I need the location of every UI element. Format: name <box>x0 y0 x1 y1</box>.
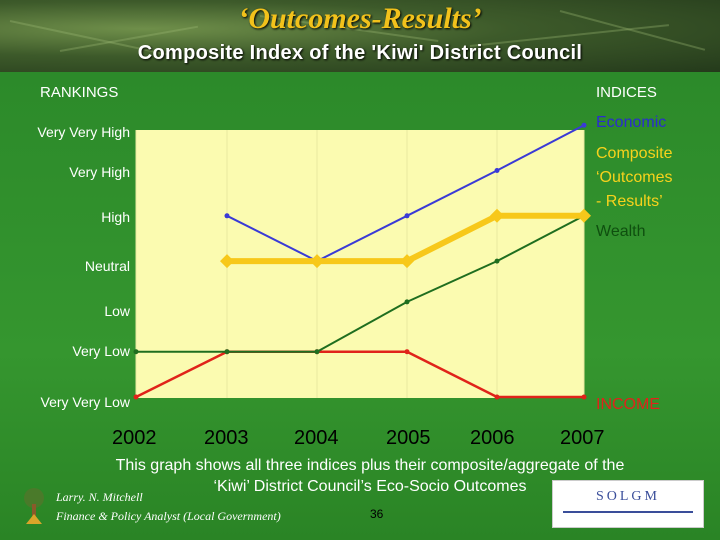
point-wealth-2005 <box>404 299 410 305</box>
slide-subtitle: Composite Index of the 'Kiwi' District C… <box>137 42 583 64</box>
rank-label-neutral: Neutral <box>84 258 130 274</box>
point-economic-2005 <box>404 213 410 219</box>
page-number: 36 <box>370 507 384 521</box>
legend-composite-line1: Composite <box>596 145 673 162</box>
author-title: Finance & Policy Analyst (Local Governme… <box>56 509 281 523</box>
solgm-logo: SOLGM <box>552 480 704 528</box>
legend-economic: Economic <box>596 114 667 131</box>
point-composite-2004 <box>310 254 324 269</box>
point-income-2007 <box>581 394 587 400</box>
point-composite-2003 <box>220 254 234 269</box>
series-line-wealth <box>136 214 585 353</box>
point-composite-2005 <box>400 254 414 269</box>
rank-label-very-high: Very High <box>69 164 130 180</box>
point-composite-2007 <box>577 208 591 223</box>
rank-label-high: High <box>101 209 130 225</box>
legend-composite-line2: ‘Outcomes <box>596 169 673 186</box>
caption-line2: ‘Kiwi’ District Council’s Eco-Socio Outc… <box>213 478 527 495</box>
legend-income: INCOME <box>596 396 660 413</box>
logo-rule <box>563 511 693 513</box>
rank-label-very-very-low: Very Very Low <box>40 394 131 410</box>
point-composite-2006 <box>490 208 504 223</box>
x-tick-2007: 2007 <box>560 427 605 449</box>
rank-label-very-low: Very Low <box>72 343 130 359</box>
indices-header: INDICES <box>596 84 657 101</box>
point-economic-2007 <box>581 122 587 128</box>
caption-line1: This graph shows all three indices plus … <box>115 457 625 474</box>
point-wealth-2003 <box>224 349 230 355</box>
x-tick-2005: 2005 <box>386 427 431 449</box>
author-name: Larry. N. Mitchell <box>56 490 143 504</box>
x-tick-2002: 2002 <box>112 427 157 449</box>
point-income-2006 <box>494 394 500 400</box>
tree-logo-icon <box>24 488 44 524</box>
point-income-2005 <box>404 349 410 355</box>
slide-title: ‘Outcomes-Results’ <box>238 2 482 35</box>
legend-composite-line3: - Results’ <box>596 193 663 210</box>
logo-text: SOLGM <box>595 489 660 504</box>
rankings-header: RANKINGS <box>40 84 119 101</box>
rank-label-low: Low <box>104 303 130 319</box>
x-tick-2004: 2004 <box>294 427 339 449</box>
x-tick-2003: 2003 <box>204 427 249 449</box>
series-lines <box>133 122 591 400</box>
point-wealth-2002 <box>133 349 139 355</box>
rank-label-very-very-high: Very Very High <box>37 124 130 140</box>
title-banner <box>0 0 720 72</box>
point-income-2002 <box>133 394 139 400</box>
point-wealth-2004 <box>314 349 320 355</box>
point-wealth-2006 <box>494 258 500 264</box>
point-economic-2006 <box>494 168 500 173</box>
point-economic-2003 <box>224 213 230 219</box>
x-tick-2006: 2006 <box>470 427 515 449</box>
series-line-income <box>135 350 584 399</box>
legend-wealth: Wealth <box>596 223 646 240</box>
